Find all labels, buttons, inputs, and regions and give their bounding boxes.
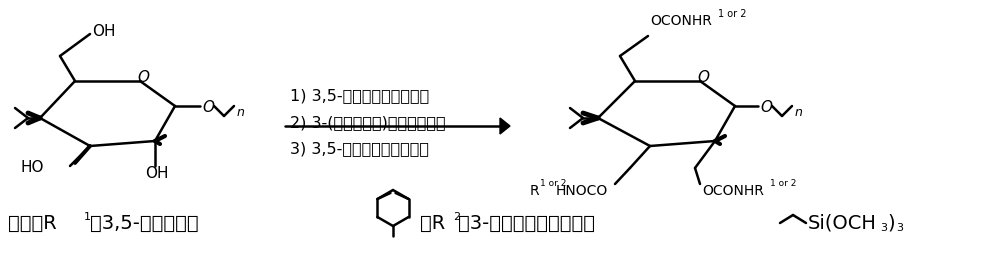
Text: 3) 3,5-二甲基苯基异氧酸酯: 3) 3,5-二甲基苯基异氧酸酯: [290, 142, 429, 156]
Text: O: O: [137, 70, 149, 86]
Text: O: O: [760, 101, 772, 115]
Text: OCONHR: OCONHR: [702, 184, 764, 198]
Text: 3: 3: [896, 223, 903, 233]
Text: 1) 3,5-二甲基苯基异氧酸酯: 1) 3,5-二甲基苯基异氧酸酯: [290, 89, 429, 103]
Text: HNOCO: HNOCO: [556, 184, 608, 198]
Text: HO: HO: [20, 161, 44, 176]
Text: 2: 2: [453, 212, 460, 222]
Text: ): ): [887, 214, 895, 232]
Polygon shape: [500, 118, 510, 134]
Text: 为3-（三甲氧基硅）丙基: 为3-（三甲氧基硅）丙基: [458, 214, 595, 232]
Text: 1 or 2: 1 or 2: [718, 9, 746, 19]
Text: OH: OH: [92, 24, 116, 38]
Text: ，R: ，R: [420, 214, 445, 232]
Text: n: n: [237, 105, 245, 119]
Text: O: O: [697, 70, 709, 86]
Text: n: n: [795, 105, 803, 119]
Text: 1: 1: [84, 212, 91, 222]
Text: 3: 3: [880, 223, 887, 233]
Text: 1 or 2: 1 or 2: [540, 179, 566, 188]
Text: O: O: [202, 101, 214, 115]
Text: 为3,5-二甲基苯基: 为3,5-二甲基苯基: [90, 214, 199, 232]
Text: 其中，R: 其中，R: [8, 214, 57, 232]
Text: R: R: [530, 184, 540, 198]
Text: 1 or 2: 1 or 2: [770, 179, 796, 188]
Text: OH: OH: [145, 166, 168, 182]
Text: OCONHR: OCONHR: [650, 14, 712, 28]
Text: 2) 3-(三甲氧基硅)丙基异氧酸酯: 2) 3-(三甲氧基硅)丙基异氧酸酯: [290, 115, 446, 131]
Text: Si(OCH: Si(OCH: [808, 214, 877, 232]
